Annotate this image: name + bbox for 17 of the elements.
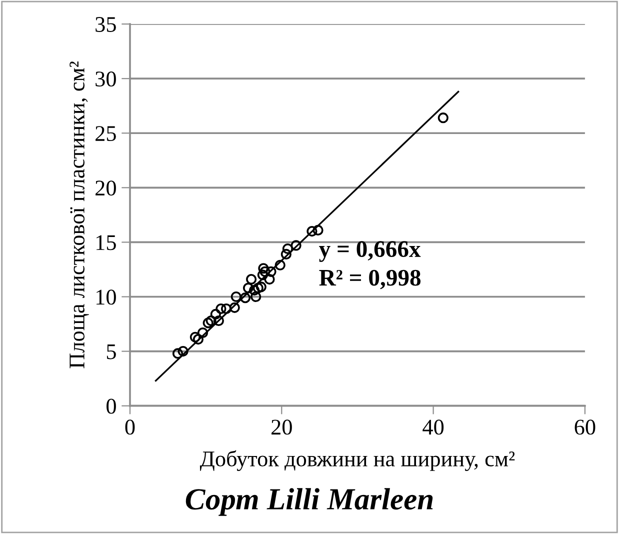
text: Сорт Lilli Marleen — [186, 488, 433, 516]
y-tick-label: 35 — [96, 17, 116, 32]
y-tick-label: 15 — [96, 235, 116, 250]
x-tick-label: 20 — [272, 420, 292, 435]
x-tick-label: 0 — [125, 420, 135, 435]
y-tick-label: 5 — [106, 344, 116, 360]
x-tick-label: 40 — [422, 420, 444, 435]
annotation: y = 0,666x — [319, 241, 421, 262]
y-tick-label: 10 — [96, 290, 116, 305]
y-tick-label: 0 — [106, 398, 116, 414]
y-tick-label: 20 — [96, 180, 116, 196]
x-axis-title: Добуток довжини на ширину, см² — [200, 450, 515, 471]
x-tick-label: 60 — [574, 420, 596, 435]
y-axis-title: Площа листкової пластинки, см² — [70, 62, 89, 368]
y-tick-label: 30 — [96, 72, 116, 87]
annotation: R² = 0,998 — [319, 270, 421, 290]
y-tick-label: 25 — [96, 126, 116, 142]
